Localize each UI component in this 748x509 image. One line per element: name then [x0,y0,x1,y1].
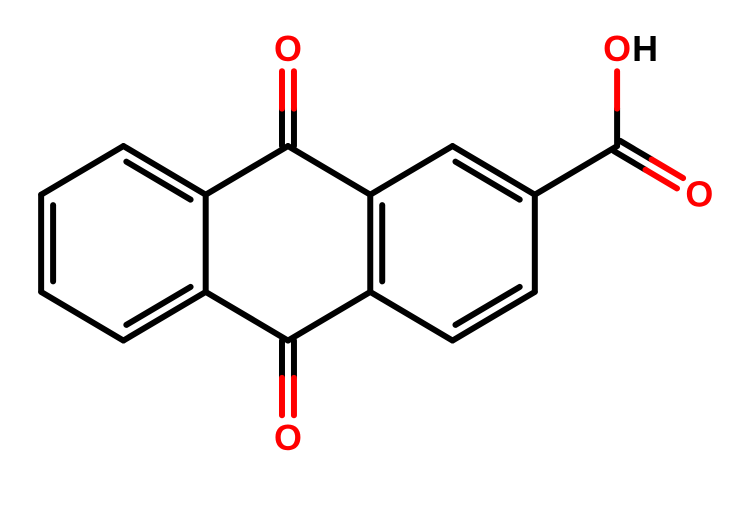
bond-C9-C5 [288,292,370,341]
bond-C10-C6 [288,146,370,195]
molecule-diagram: OOOHO [0,0,748,509]
bond-C4-C10 [206,146,288,195]
atom-labels-group: OOOHO [274,29,713,458]
bond-C10a-C5 [370,292,452,341]
atom-label-Ob: O [685,175,713,215]
atom-label-Oa-O: O [603,29,631,69]
bonds-group [41,71,683,415]
atom-label-O9: O [274,418,302,458]
bond-C8-Cc [535,146,617,195]
molecule-svg: OOOHO [0,0,748,509]
bond-C4a-C9 [206,292,288,341]
bond-C9a-C1 [41,292,123,341]
bond-C2-C3 [41,146,123,195]
atom-label-O10: O [274,29,302,69]
atom-label-Oa-H: H [632,29,658,69]
bond-C6-C7 [370,146,452,195]
